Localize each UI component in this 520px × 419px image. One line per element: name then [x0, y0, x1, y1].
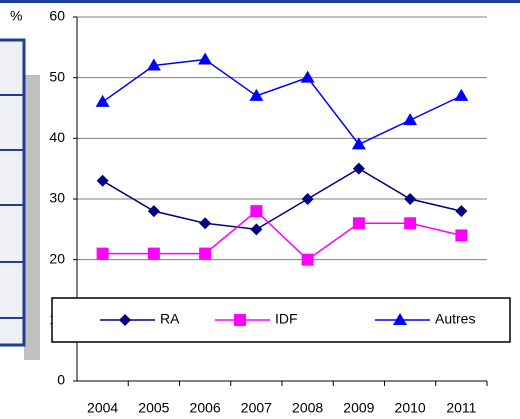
y-tick-label: 40: [49, 129, 65, 145]
data-point: [455, 229, 468, 242]
legend-marker: [234, 314, 246, 326]
data-point: [146, 58, 161, 71]
series-line: [102, 58, 462, 146]
data-point: [147, 247, 160, 260]
data-point: [249, 88, 264, 101]
x-tick-label: 2009: [343, 400, 374, 416]
data-point: [351, 137, 366, 150]
data-point: [301, 253, 314, 266]
data-point: [96, 247, 109, 260]
x-tick-label: 2004: [87, 400, 118, 416]
data-point: [404, 193, 417, 205]
x-tick-label: 2007: [241, 400, 272, 416]
x-tick-label: 2010: [395, 400, 426, 416]
data-point: [404, 217, 417, 230]
data-point: [250, 205, 263, 218]
legend-marker: [119, 314, 131, 326]
panel-shadow: [24, 75, 40, 360]
y-tick-label: 50: [49, 68, 65, 84]
x-tick-label: 2005: [138, 400, 169, 416]
series-line: [102, 167, 462, 231]
y-tick-label: 30: [49, 190, 65, 206]
side-panel: [0, 38, 26, 347]
data-point: [301, 193, 314, 205]
series-line: [102, 210, 462, 261]
data-point: [95, 94, 110, 107]
legend-marker: [393, 313, 407, 325]
data-point: [300, 70, 315, 83]
data-point: [96, 174, 109, 187]
data-point: [198, 52, 213, 65]
y-unit: %: [10, 8, 22, 24]
top-band: [0, 0, 520, 3]
data-point: [199, 247, 212, 260]
x-tick-label: 2006: [190, 400, 221, 416]
y-tick-label: 60: [49, 8, 65, 24]
x-tick-label: 2008: [292, 400, 323, 416]
legend-label: IDF: [275, 311, 298, 327]
data-point: [454, 88, 469, 101]
legend-label: Autres: [435, 311, 475, 327]
data-point: [199, 217, 212, 230]
x-tick-label: 2011: [446, 400, 476, 416]
y-tick-label: 0: [57, 372, 65, 388]
data-point: [455, 205, 468, 218]
data-point: [352, 217, 365, 230]
data-point: [250, 223, 263, 236]
panel-rows: [0, 94, 24, 319]
y-tick-label: 20: [49, 250, 65, 266]
data-point: [352, 162, 365, 175]
data-point: [403, 113, 418, 126]
legend-label: RA: [160, 311, 180, 327]
data-point: [147, 205, 160, 218]
